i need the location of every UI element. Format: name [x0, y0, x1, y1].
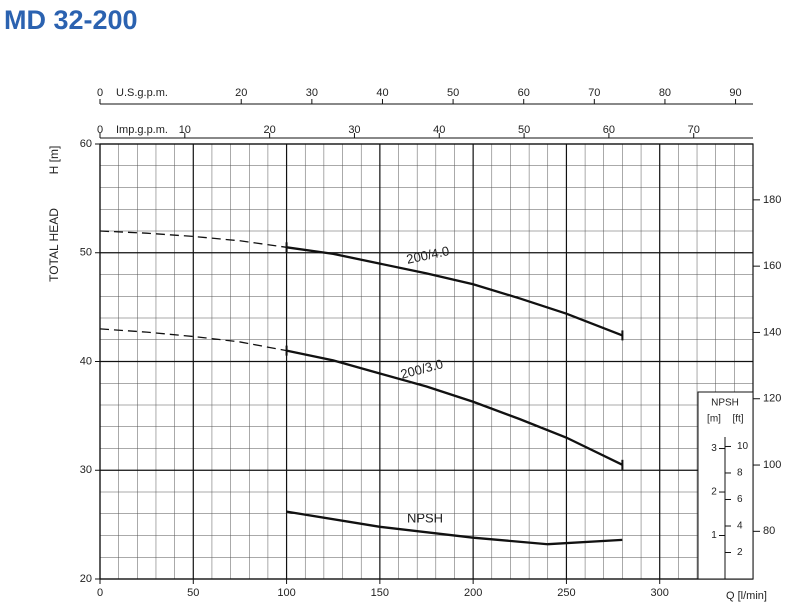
npsh-title: NPSH — [711, 398, 739, 409]
curve-label: NPSH — [407, 510, 443, 525]
npsh-ft-tick-label: 6 — [737, 494, 743, 505]
npsh-ft-tick-label: 2 — [737, 547, 743, 558]
npsh-m-tick-label: 1 — [711, 530, 717, 541]
npsh-ft-tick-label: 10 — [737, 441, 749, 452]
top-tick-label: 0 — [97, 124, 103, 136]
top-tick-label: 30 — [306, 87, 318, 99]
x-tick-label: 300 — [651, 587, 669, 599]
top-tick-label: 40 — [433, 124, 445, 136]
chart-title: MD 32-200 — [4, 5, 138, 35]
y-tick-label: 30 — [80, 464, 92, 476]
y-tick-label: 60 — [80, 138, 92, 150]
curve-label: 200/4.0 — [405, 243, 451, 267]
curve — [286, 349, 623, 466]
x-tick-label: 250 — [557, 587, 575, 599]
top-tick-label: 0 — [97, 87, 103, 99]
top-axis-label: Imp.g.p.m. — [116, 124, 168, 136]
top-tick-label: 90 — [729, 87, 741, 99]
top-tick-label: 20 — [264, 124, 276, 136]
top-axis-label: U.S.g.p.m. — [116, 87, 168, 99]
curve — [99, 328, 287, 352]
top-tick-label: 30 — [348, 124, 360, 136]
top-tick-label: 70 — [588, 87, 600, 99]
top-tick-label: 20 — [235, 87, 247, 99]
y-tick-label: 40 — [80, 355, 92, 367]
top-tick-label: 60 — [518, 87, 530, 99]
top-tick-label: 50 — [518, 124, 530, 136]
curve-label: 200/3.0 — [399, 356, 445, 382]
npsh-unit-ft: [ft] — [732, 414, 743, 425]
top-tick-label: 60 — [603, 124, 615, 136]
top-tick-label: 40 — [376, 87, 388, 99]
npsh-ft-tick-label: 4 — [737, 521, 743, 532]
y2-tick-label: 180 — [763, 194, 781, 206]
top-tick-label: 50 — [447, 87, 459, 99]
y2-tick-label: 120 — [763, 393, 781, 405]
curve — [99, 230, 287, 248]
plot-frame — [99, 143, 754, 580]
y2-tick-label: 140 — [763, 326, 781, 338]
y-axis-unit: H [m] — [47, 146, 61, 175]
y-tick-label: 50 — [80, 247, 92, 259]
y-tick-label: 20 — [80, 573, 92, 585]
npsh-m-tick-label: 2 — [711, 487, 717, 498]
x-tick-label: 200 — [464, 587, 482, 599]
curve — [286, 246, 623, 337]
y2-tick-label: 160 — [763, 260, 781, 272]
npsh-m-tick-label: 3 — [711, 443, 717, 454]
x-tick-label: 50 — [187, 587, 199, 599]
x-tick-label: 100 — [277, 587, 295, 599]
x-tick-label: 150 — [371, 587, 389, 599]
x-axis-label: Q [l/min] — [726, 590, 767, 602]
top-tick-label: 10 — [179, 124, 191, 136]
top-tick-label: 80 — [659, 87, 671, 99]
y-axis-label: TOTAL HEAD — [47, 208, 61, 282]
y2-tick-label: 80 — [763, 525, 775, 537]
top-tick-label: 70 — [688, 124, 700, 136]
y2-tick-label: 100 — [763, 459, 781, 471]
npsh-unit-m: [m] — [707, 414, 721, 425]
x-tick-label: 0 — [97, 587, 103, 599]
curve — [286, 510, 623, 546]
npsh-ft-tick-label: 8 — [737, 468, 743, 479]
